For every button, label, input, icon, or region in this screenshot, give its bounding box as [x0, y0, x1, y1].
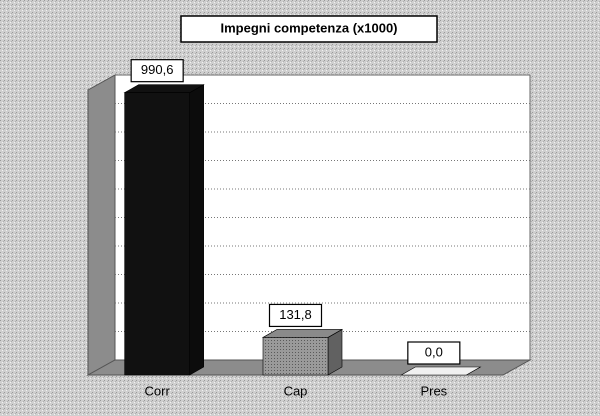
title-box — [180, 15, 438, 43]
bar-top — [261, 329, 344, 338]
chart-title: Impegni competenza (x1000) — [221, 20, 398, 35]
value-label: 131,8 — [279, 307, 312, 322]
value-label: 990,6 — [141, 62, 174, 77]
value-label-box — [130, 59, 184, 83]
value-label-box — [268, 303, 323, 328]
x-tick-label: Corr — [145, 383, 171, 398]
bar — [124, 92, 190, 376]
value-label-box — [407, 341, 461, 365]
bar-top — [400, 366, 482, 376]
x-tick-label: Cap — [284, 383, 308, 398]
bar — [262, 337, 329, 376]
bar-side — [189, 84, 204, 376]
bar-top — [123, 84, 205, 93]
value-label: 0,0 — [425, 344, 443, 359]
side-wall — [87, 74, 116, 376]
x-tick-label: Pres — [420, 383, 447, 398]
